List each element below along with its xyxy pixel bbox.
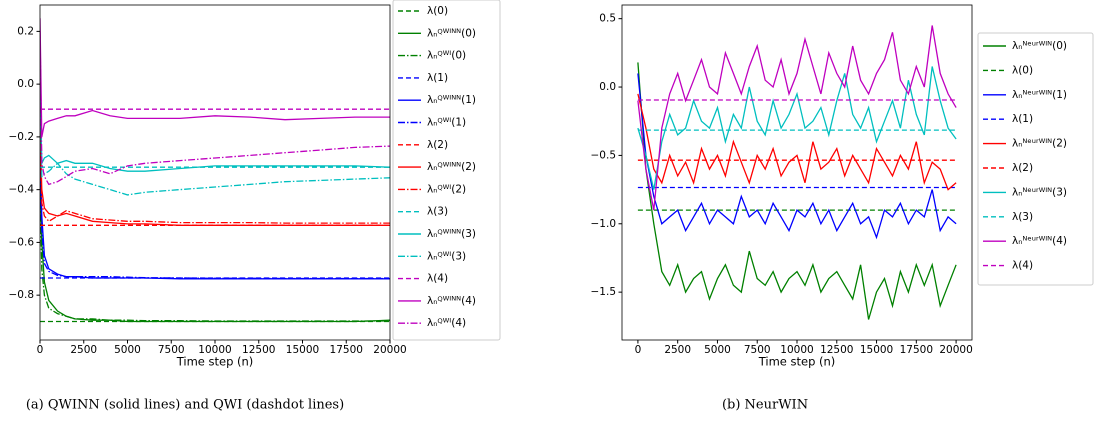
y-tick-label: −1.0 bbox=[591, 218, 617, 230]
legend-label: λ(3) bbox=[427, 206, 448, 218]
y-tick-label: 0.0 bbox=[599, 81, 616, 93]
legend-label: λₙꟴᵂᴵᴺᴺ(3) bbox=[427, 228, 476, 240]
legend-label: λₙꟴᵂᴵ(2) bbox=[427, 183, 466, 195]
x-tick-label: 0 bbox=[37, 344, 44, 356]
y-tick-label: −0.8 bbox=[9, 289, 35, 301]
legend-label: λₙꟴᵂᴵ(0) bbox=[427, 50, 466, 62]
caption: (a) QWINN (solid lines) and QWI (dashdot… bbox=[26, 398, 344, 413]
x-tick-label: 7500 bbox=[744, 344, 771, 356]
series-line bbox=[637, 93, 957, 191]
y-tick-label: 0.2 bbox=[17, 25, 34, 37]
plot-frame bbox=[39, 4, 391, 341]
legend-label: λ(3) bbox=[1012, 211, 1033, 223]
series-line bbox=[40, 18, 390, 138]
legend-label: λₙᴺᵉᵘʳᵂᴵᴺ(2) bbox=[1012, 138, 1067, 150]
x-tick-label: 15000 bbox=[860, 344, 893, 356]
series-line bbox=[40, 163, 390, 280]
legend-label: λₙꟴᵂᴵᴺᴺ(4) bbox=[427, 295, 476, 307]
series-line bbox=[637, 66, 957, 190]
legend-label: λₙꟴᵂᴵ(3) bbox=[427, 250, 466, 262]
y-tick-label: 0.5 bbox=[599, 13, 616, 25]
series-line bbox=[40, 31, 390, 186]
x-tick-label: 20000 bbox=[939, 344, 972, 356]
y-tick-label: −0.6 bbox=[9, 236, 35, 248]
legend-label: λ(1) bbox=[427, 72, 448, 84]
legend-label: λₙᴺᵉᵘʳᵂᴵᴺ(1) bbox=[1012, 89, 1067, 101]
x-tick-label: 5000 bbox=[704, 344, 731, 356]
x-tick-label: 7500 bbox=[158, 344, 185, 356]
series-line bbox=[40, 57, 390, 196]
legend-label: λₙᴺᵉᵘʳᵂᴵᴺ(4) bbox=[1012, 235, 1067, 247]
x-tick-label: 10000 bbox=[780, 344, 813, 356]
legend-label: λₙᴺᵉᵘʳᵂᴵᴺ(0) bbox=[1012, 40, 1067, 52]
y-tick-label: −0.4 bbox=[9, 184, 35, 196]
x-tick-label: 15000 bbox=[286, 344, 319, 356]
x-axis-label: Time step (n) bbox=[176, 355, 254, 369]
legend-frame bbox=[392, 0, 501, 341]
x-axis-label: Time step (n) bbox=[758, 355, 836, 369]
legend-label: λₙᴺᵉᵘʳᵂᴵᴺ(3) bbox=[1012, 186, 1067, 198]
legend-label: λₙꟴᵂᴵ(1) bbox=[427, 117, 466, 129]
series-line bbox=[637, 25, 957, 211]
x-tick-label: 0 bbox=[635, 344, 642, 356]
x-tick-label: 5000 bbox=[114, 344, 141, 356]
y-tick-label: −0.2 bbox=[9, 131, 35, 143]
legend-label: λ(1) bbox=[1012, 113, 1033, 125]
legend-label: λ(4) bbox=[427, 273, 448, 285]
legend-label: λ(2) bbox=[427, 139, 448, 151]
series-line bbox=[40, 123, 390, 226]
series-line bbox=[637, 73, 957, 240]
legend-label: λ(0) bbox=[1012, 64, 1033, 76]
plot-frame bbox=[621, 4, 973, 341]
y-tick-label: −1.5 bbox=[591, 286, 617, 298]
series-line bbox=[40, 189, 390, 322]
x-tick-label: 10000 bbox=[198, 344, 231, 356]
legend-label: λₙꟴᵂᴵᴺᴺ(2) bbox=[427, 161, 476, 173]
legend-label: λ(2) bbox=[1012, 162, 1033, 174]
x-tick-label: 12500 bbox=[820, 344, 853, 356]
legend-label: λₙꟴᵂᴵᴺᴺ(1) bbox=[427, 94, 476, 106]
legend-label: λ(4) bbox=[1012, 260, 1033, 272]
x-tick-label: 20000 bbox=[373, 344, 406, 356]
legend-frame bbox=[977, 32, 1094, 286]
y-tick-label: 0.0 bbox=[17, 78, 34, 90]
x-tick-label: 12500 bbox=[242, 344, 275, 356]
x-tick-label: 17500 bbox=[330, 344, 363, 356]
caption: (b) NeurWIN bbox=[722, 398, 808, 413]
legend-label: λ(0) bbox=[427, 5, 448, 17]
y-tick-label: −0.5 bbox=[591, 149, 617, 161]
series-line bbox=[40, 136, 390, 224]
legend-label: λₙꟴᵂᴵᴺᴺ(0) bbox=[427, 27, 476, 39]
x-tick-label: 2500 bbox=[70, 344, 97, 356]
series-line bbox=[637, 62, 957, 320]
legend-label: λₙꟴᵂᴵ(4) bbox=[427, 317, 466, 329]
x-tick-label: 2500 bbox=[664, 344, 691, 356]
x-tick-label: 17500 bbox=[900, 344, 933, 356]
